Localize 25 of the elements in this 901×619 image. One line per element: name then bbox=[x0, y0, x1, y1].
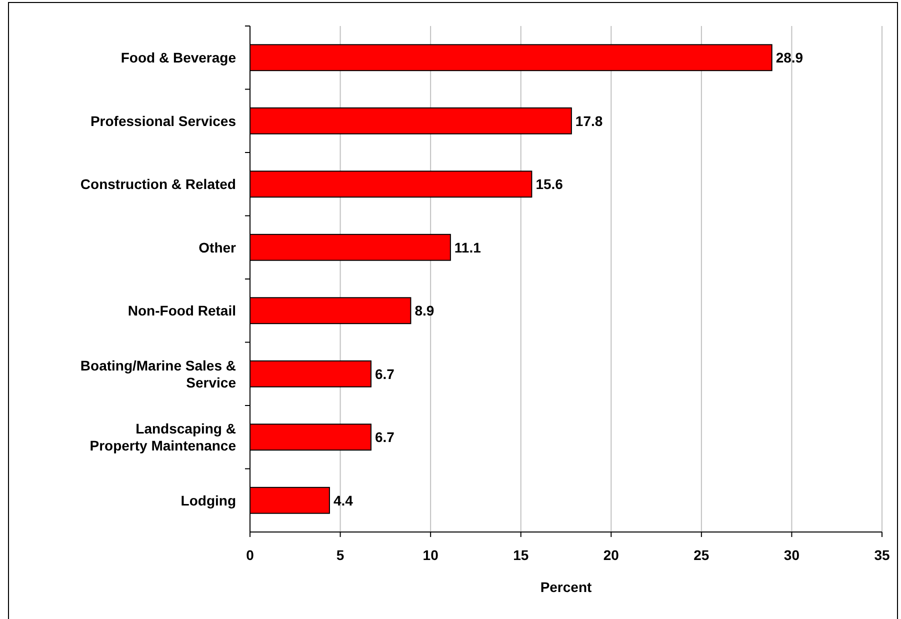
y-tick-label: Non-Food Retail bbox=[128, 302, 236, 319]
x-tick-label: 15 bbox=[513, 547, 529, 563]
data-label: 17.8 bbox=[575, 112, 603, 129]
x-axis-title: Percent bbox=[540, 579, 592, 595]
y-tick-label: Construction & Related bbox=[80, 176, 236, 192]
x-tick-label: 10 bbox=[422, 547, 439, 563]
x-tick-label: 35 bbox=[874, 547, 890, 563]
data-label: 11.1 bbox=[454, 239, 482, 256]
data-label: 4.4 bbox=[333, 492, 354, 508]
data-label: 8.9 bbox=[414, 302, 434, 319]
data-label: 6.7 bbox=[374, 366, 395, 382]
data-label: 28.9 bbox=[776, 50, 804, 66]
x-tick-label: 5 bbox=[336, 547, 344, 563]
x-tick-label: 0 bbox=[246, 547, 254, 563]
x-tick-label: 25 bbox=[694, 547, 710, 563]
data-label: 6.7 bbox=[374, 429, 395, 446]
y-tick-label: Boating/Marine Sales & Service bbox=[80, 357, 236, 390]
y-tick-label: Professional Services bbox=[90, 112, 236, 129]
data-label: 15.6 bbox=[536, 176, 564, 192]
y-tick-label: Food & Beverage bbox=[120, 50, 236, 66]
y-tick-label: Other bbox=[198, 239, 237, 256]
x-tick-label: 20 bbox=[603, 547, 620, 563]
y-tick-label: Lodging bbox=[180, 492, 236, 508]
y-tick-label: Landscaping & Property Maintenance bbox=[90, 420, 236, 454]
x-tick-label: 30 bbox=[784, 547, 800, 563]
